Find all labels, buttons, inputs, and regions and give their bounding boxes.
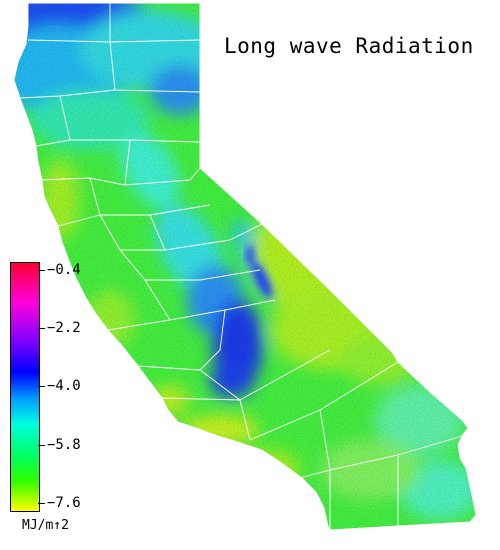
legend-color-bar: [10, 262, 40, 512]
legend-label: −7.6: [47, 495, 81, 511]
legend-tick: [38, 270, 45, 271]
legend-label: −5.8: [47, 437, 81, 453]
legend-unit: MJ/m↑2: [22, 518, 69, 533]
legend-tick: [38, 386, 45, 387]
legend-label: −4.0: [47, 378, 81, 394]
legend-tick: [38, 445, 45, 446]
legend-tick: [38, 328, 45, 329]
legend-label: −0.4: [47, 262, 81, 278]
county-boundaries: [13, 2, 477, 531]
map-title: Long wave Radiation: [224, 34, 474, 58]
legend-tick: [38, 503, 45, 504]
legend-label: −2.2: [47, 320, 81, 336]
